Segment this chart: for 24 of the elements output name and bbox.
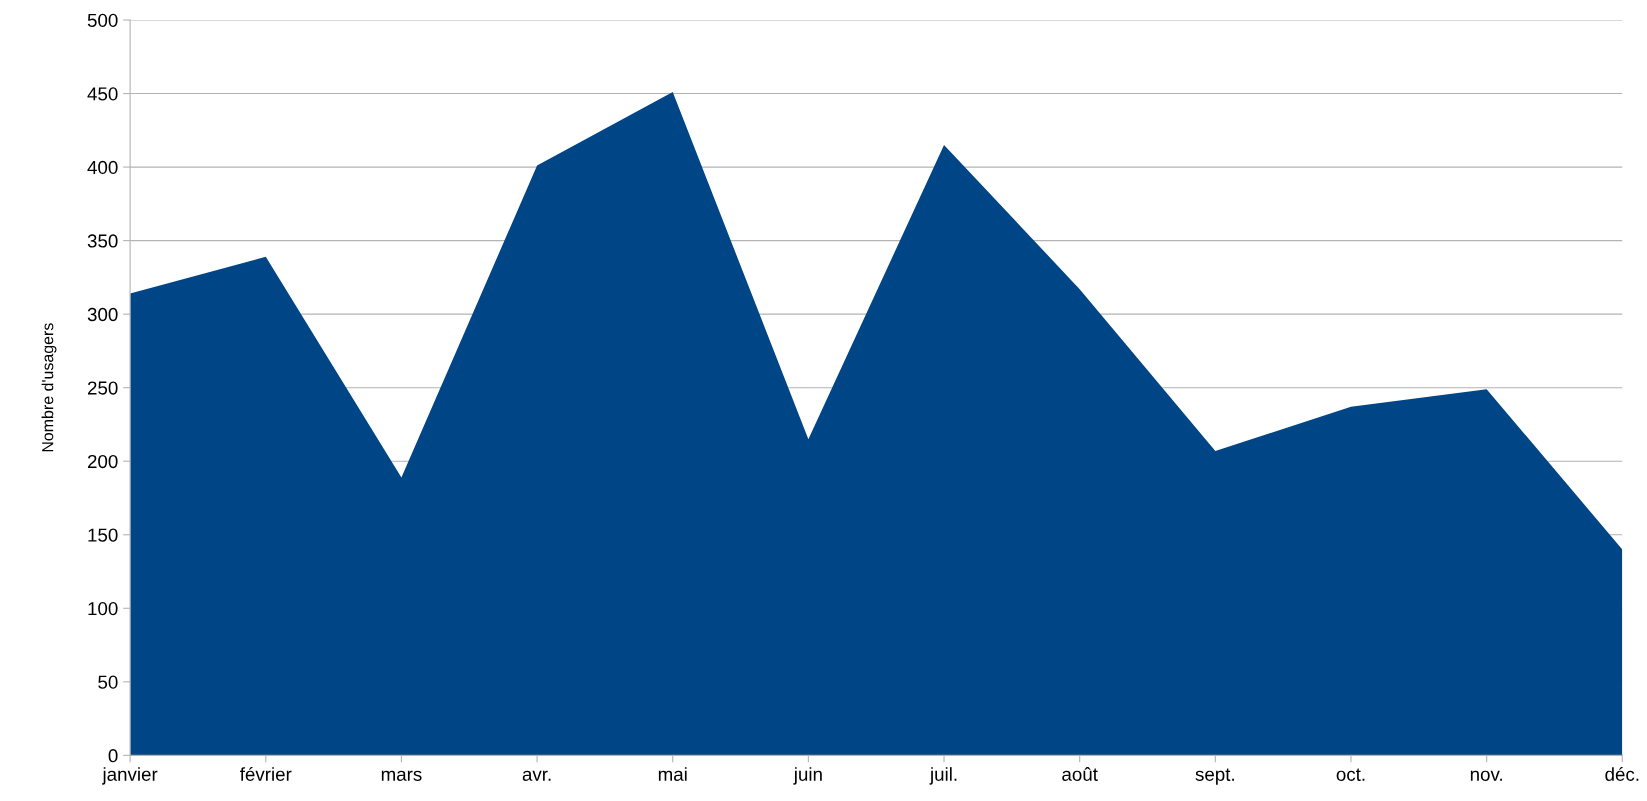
y-tick-label: 400 [87,160,118,175]
x-tick-label: février [239,766,292,781]
x-tick-label: août [1062,767,1098,781]
x-tick-label: mars [381,770,422,781]
y-tick-label: 200 [87,454,118,469]
y-tick-label: 250 [87,381,118,395]
x-tick-label: déc. [1605,766,1639,781]
x-tick-label: juin [793,767,822,785]
y-tick-label: 50 [98,675,118,689]
y-tick-label: 500 [87,13,118,27]
x-tick-label: juil. [929,767,957,785]
y-tick-label: 350 [87,234,118,248]
x-tick-label: avr. [522,770,551,781]
y-tick-label: 100 [88,601,118,616]
x-tick-label: nov. [1470,770,1502,781]
y-tick-label: 300 [87,307,118,322]
x-tick-label: sept. [1195,768,1234,785]
y-axis-title: Nombre d'usagers [41,323,57,452]
y-tick-label: 150 [88,528,118,542]
x-tick-label: janvier [102,767,158,785]
y-tick-label: 0 [108,749,118,763]
x-tick-label: oct. [1336,768,1365,781]
y-tick-label: 450 [87,87,118,101]
x-tick-label: mai [658,767,687,781]
